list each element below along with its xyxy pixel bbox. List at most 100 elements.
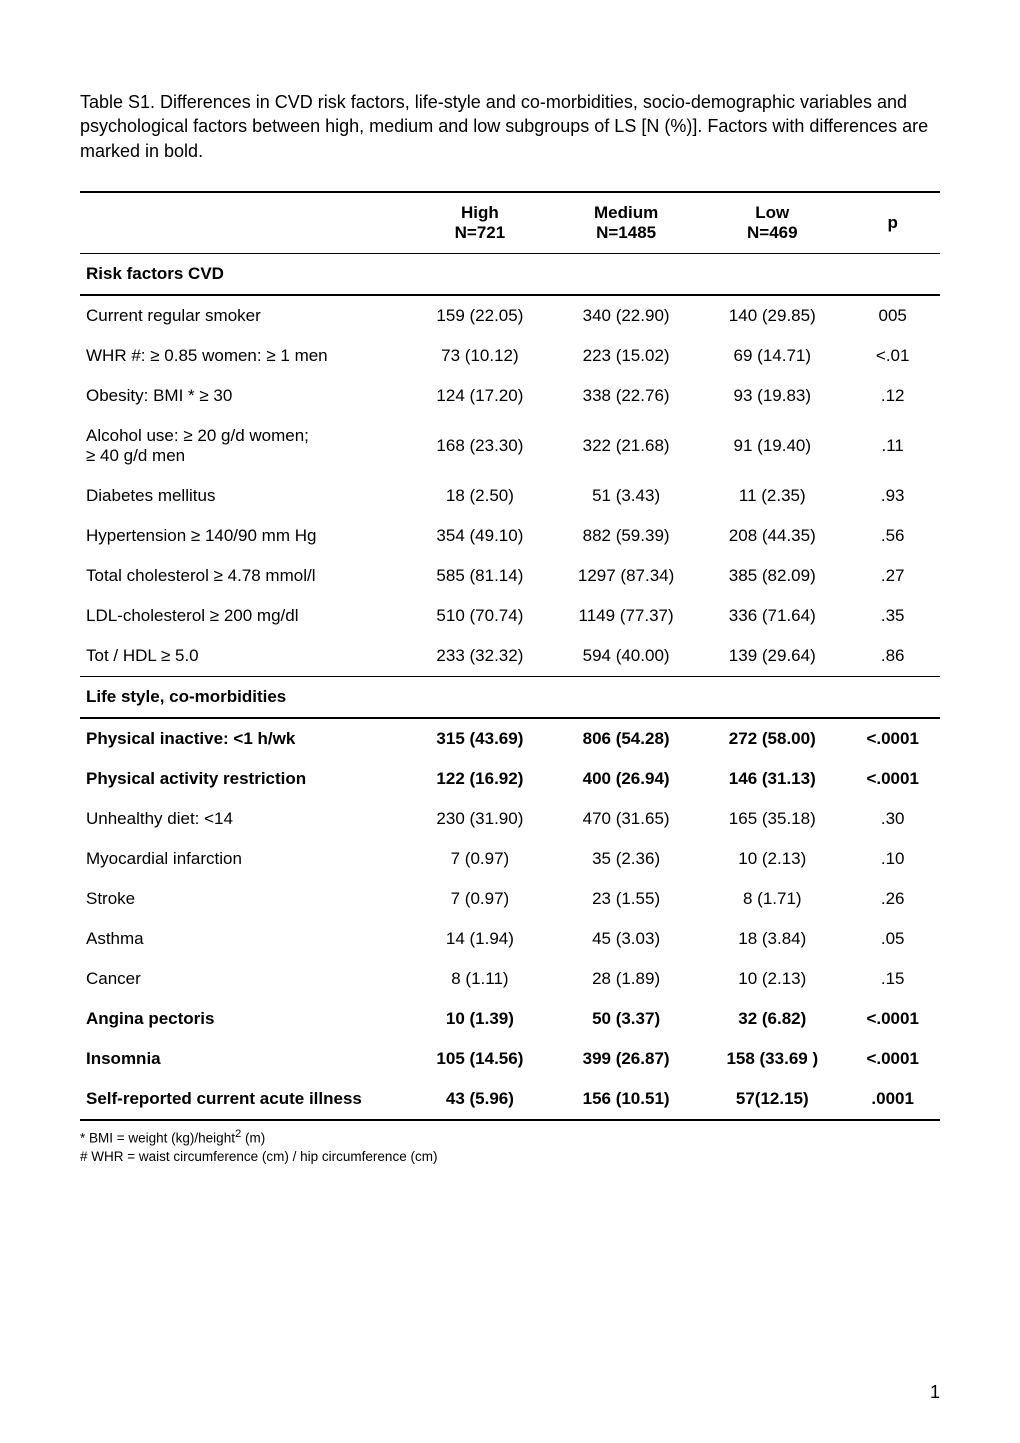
cell-medium: 322 (21.68)	[553, 416, 699, 476]
cell-medium: 156 (10.51)	[553, 1079, 699, 1120]
cell-label: Physical activity restriction	[80, 759, 407, 799]
cell-high: 168 (23.30)	[407, 416, 553, 476]
cell-medium: 50 (3.37)	[553, 999, 699, 1039]
section-title: Risk factors CVD	[80, 253, 940, 295]
cell-high: 124 (17.20)	[407, 376, 553, 416]
cell-medium: 1149 (77.37)	[553, 596, 699, 636]
cell-label: Hypertension ≥ 140/90 mm Hg	[80, 516, 407, 556]
cell-p: <.0001	[845, 759, 940, 799]
cell-p: .26	[845, 879, 940, 919]
cell-high: 315 (43.69)	[407, 718, 553, 759]
cell-low: 8 (1.71)	[699, 879, 845, 919]
cell-p: .86	[845, 636, 940, 677]
table-row: Myocardial infarction7 (0.97)35 (2.36)10…	[80, 839, 940, 879]
cell-medium: 594 (40.00)	[553, 636, 699, 677]
col-header-p: p	[845, 192, 940, 253]
cell-low: 165 (35.18)	[699, 799, 845, 839]
table-row: LDL-cholesterol ≥ 200 mg/dl510 (70.74)11…	[80, 596, 940, 636]
cell-low: 57(12.15)	[699, 1079, 845, 1120]
cell-p: .27	[845, 556, 940, 596]
cell-high: 73 (10.12)	[407, 336, 553, 376]
cell-high: 14 (1.94)	[407, 919, 553, 959]
table-row: Physical activity restriction122 (16.92)…	[80, 759, 940, 799]
cell-low: 11 (2.35)	[699, 476, 845, 516]
cell-label: Obesity: BMI * ≥ 30	[80, 376, 407, 416]
table-body: Risk factors CVDCurrent regular smoker15…	[80, 253, 940, 1120]
cell-medium: 1297 (87.34)	[553, 556, 699, 596]
table-row: Hypertension ≥ 140/90 mm Hg354 (49.10)88…	[80, 516, 940, 556]
col-header-blank	[80, 192, 407, 253]
table-row: Current regular smoker159 (22.05)340 (22…	[80, 295, 940, 336]
cell-medium: 223 (15.02)	[553, 336, 699, 376]
cell-label: Cancer	[80, 959, 407, 999]
section-header-row: Risk factors CVD	[80, 253, 940, 295]
cell-high: 18 (2.50)	[407, 476, 553, 516]
cell-low: 69 (14.71)	[699, 336, 845, 376]
cell-high: 122 (16.92)	[407, 759, 553, 799]
cell-p: <.0001	[845, 718, 940, 759]
cell-p: .11	[845, 416, 940, 476]
cell-label: Current regular smoker	[80, 295, 407, 336]
cell-p: .93	[845, 476, 940, 516]
section-title: Life style, co-morbidities	[80, 676, 940, 718]
cell-low: 158 (33.69 )	[699, 1039, 845, 1079]
cell-low: 208 (44.35)	[699, 516, 845, 556]
data-table: High N=721 Medium N=1485 Low N=469 p Ris…	[80, 191, 940, 1121]
table-row: Physical inactive: <1 h/wk315 (43.69)806…	[80, 718, 940, 759]
table-row: Unhealthy diet: <14230 (31.90)470 (31.65…	[80, 799, 940, 839]
cell-p: .35	[845, 596, 940, 636]
cell-high: 230 (31.90)	[407, 799, 553, 839]
cell-high: 510 (70.74)	[407, 596, 553, 636]
cell-p: .12	[845, 376, 940, 416]
page-number: 1	[930, 1382, 940, 1403]
cell-high: 233 (32.32)	[407, 636, 553, 677]
cell-label: Physical inactive: <1 h/wk	[80, 718, 407, 759]
table-caption: Table S1. Differences in CVD risk factor…	[80, 90, 940, 163]
cell-high: 585 (81.14)	[407, 556, 553, 596]
footnote-whr: # WHR = waist circumference (cm) / hip c…	[80, 1149, 437, 1164]
cell-high: 354 (49.10)	[407, 516, 553, 556]
cell-low: 139 (29.64)	[699, 636, 845, 677]
cell-label: Unhealthy diet: <14	[80, 799, 407, 839]
cell-medium: 400 (26.94)	[553, 759, 699, 799]
table-row: Tot / HDL ≥ 5.0233 (32.32)594 (40.00)139…	[80, 636, 940, 677]
cell-p: <.0001	[845, 999, 940, 1039]
cell-p: 005	[845, 295, 940, 336]
cell-high: 7 (0.97)	[407, 879, 553, 919]
table-row: Asthma14 (1.94)45 (3.03)18 (3.84).05	[80, 919, 940, 959]
col-header-medium: Medium N=1485	[553, 192, 699, 253]
table-row: Angina pectoris10 (1.39)50 (3.37)32 (6.8…	[80, 999, 940, 1039]
cell-p: .30	[845, 799, 940, 839]
cell-medium: 45 (3.03)	[553, 919, 699, 959]
cell-medium: 338 (22.76)	[553, 376, 699, 416]
col-header-medium-title: Medium	[594, 203, 658, 222]
cell-label: Myocardial infarction	[80, 839, 407, 879]
section-header-row: Life style, co-morbidities	[80, 676, 940, 718]
cell-high: 8 (1.11)	[407, 959, 553, 999]
cell-label: Total cholesterol ≥ 4.78 mmol/l	[80, 556, 407, 596]
cell-label: Diabetes mellitus	[80, 476, 407, 516]
cell-medium: 51 (3.43)	[553, 476, 699, 516]
cell-medium: 399 (26.87)	[553, 1039, 699, 1079]
cell-label: LDL-cholesterol ≥ 200 mg/dl	[80, 596, 407, 636]
cell-low: 146 (31.13)	[699, 759, 845, 799]
cell-medium: 470 (31.65)	[553, 799, 699, 839]
cell-low: 385 (82.09)	[699, 556, 845, 596]
cell-p: .56	[845, 516, 940, 556]
cell-label: Asthma	[80, 919, 407, 959]
col-header-high: High N=721	[407, 192, 553, 253]
cell-label: Tot / HDL ≥ 5.0	[80, 636, 407, 677]
cell-low: 91 (19.40)	[699, 416, 845, 476]
cell-label: Angina pectoris	[80, 999, 407, 1039]
cell-high: 10 (1.39)	[407, 999, 553, 1039]
table-row: Obesity: BMI * ≥ 30124 (17.20)338 (22.76…	[80, 376, 940, 416]
table-row: Self-reported current acute illness43 (5…	[80, 1079, 940, 1120]
cell-high: 159 (22.05)	[407, 295, 553, 336]
cell-low: 10 (2.13)	[699, 839, 845, 879]
col-header-low-title: Low	[755, 203, 789, 222]
page: Table S1. Differences in CVD risk factor…	[0, 0, 1020, 1443]
cell-p: .15	[845, 959, 940, 999]
cell-p: .0001	[845, 1079, 940, 1120]
table-row: Cancer8 (1.11)28 (1.89)10 (2.13).15	[80, 959, 940, 999]
table-row: Insomnia105 (14.56)399 (26.87)158 (33.69…	[80, 1039, 940, 1079]
